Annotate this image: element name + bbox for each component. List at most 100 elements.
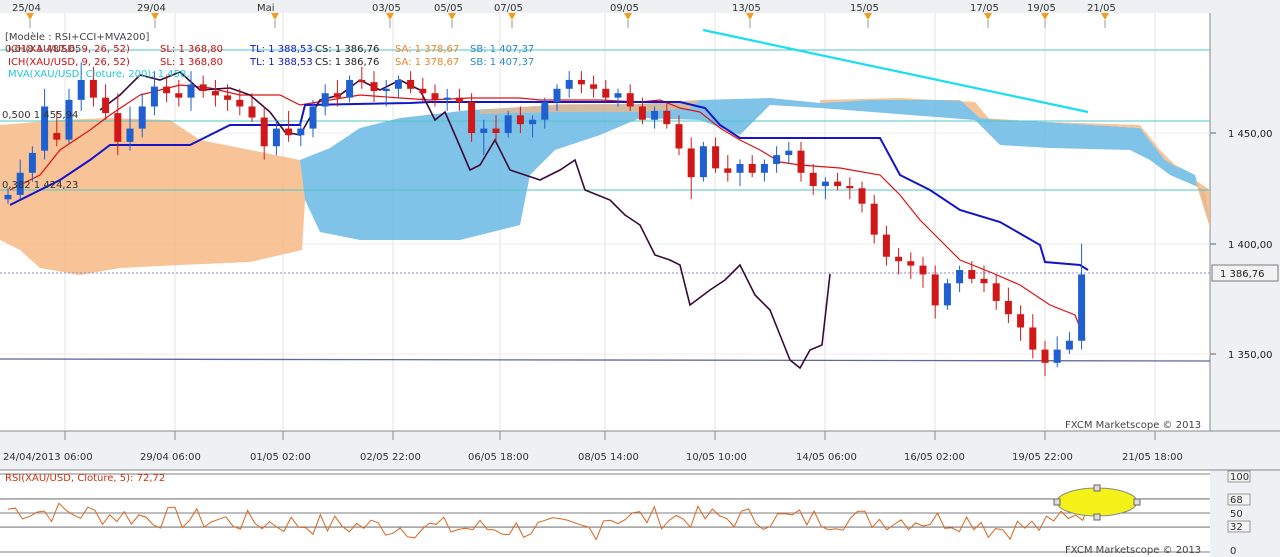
candle-76 xyxy=(931,265,939,319)
candle-body-60 xyxy=(736,163,744,173)
top-date-marker-6 xyxy=(624,13,632,20)
candle-42 xyxy=(516,106,524,133)
candle-body-73 xyxy=(895,256,903,262)
candle-body-80 xyxy=(980,278,988,284)
candle-body-72 xyxy=(882,234,890,257)
top-date-marker-4 xyxy=(448,13,456,20)
chikou-line xyxy=(99,71,831,370)
cloud-blue xyxy=(300,98,1210,240)
price-tick-1350: 1 350,00 xyxy=(1228,350,1273,361)
candle-body-30 xyxy=(370,82,378,92)
bottom-date-4: 06/05 18:00 xyxy=(468,452,529,463)
candle-body-70 xyxy=(858,188,866,204)
legend-ich1-sb: SB: 1 407,37 xyxy=(470,44,534,55)
candle-body-19 xyxy=(236,99,244,107)
ellipse-handle-right[interactable] xyxy=(1133,498,1141,506)
candle-body-47 xyxy=(577,79,585,85)
candle-21 xyxy=(260,106,268,160)
candle-56 xyxy=(687,137,695,200)
candle-83 xyxy=(1017,305,1025,341)
bottom-date-8: 16/05 02:00 xyxy=(904,452,965,463)
candle-body-11 xyxy=(138,106,146,129)
candle-51 xyxy=(626,84,634,111)
candle-body-37 xyxy=(455,97,463,103)
watermark-rsi: FXCM Marketscope © 2013 xyxy=(1065,545,1201,556)
legend-ich2-sl: SL: 1 368,80 xyxy=(160,57,223,68)
top-date-marker-9 xyxy=(984,13,992,20)
bottom-date-axis: 24/04/2013 06:00 29/04 06:00 01/05 02:00 02… xyxy=(3,431,1183,463)
candle-8 xyxy=(102,84,110,120)
top-date-7: 13/05 xyxy=(732,3,761,14)
candle-23 xyxy=(285,110,293,142)
ellipse-handle-left[interactable] xyxy=(1053,498,1061,506)
candle-body-77 xyxy=(943,283,951,306)
top-date-1: 29/04 xyxy=(137,3,166,14)
candle-2 xyxy=(28,146,36,182)
candle-body-10 xyxy=(126,128,134,142)
fib-label-382: 0,382 1 424,23 xyxy=(2,180,78,191)
candle-body-62 xyxy=(760,163,768,173)
candle-49 xyxy=(602,79,610,103)
candle-57 xyxy=(699,141,707,182)
rsi-tick-50: 50 xyxy=(1230,509,1243,520)
candle-16 xyxy=(199,75,207,98)
candle-5 xyxy=(65,88,73,145)
candle-body-52 xyxy=(638,106,646,120)
candle-body-2 xyxy=(28,152,36,173)
bottom-date-2: 01/05 02:00 xyxy=(250,452,311,463)
candle-body-36 xyxy=(443,97,451,100)
top-date-9: 17/05 xyxy=(970,3,999,14)
fib-label-618: 0,618 1 487,65 xyxy=(5,44,81,55)
candle-body-29 xyxy=(358,79,366,83)
candle-body-81 xyxy=(992,283,1000,301)
candle-body-54 xyxy=(663,110,671,125)
candle-body-61 xyxy=(748,163,756,173)
top-date-marker-7 xyxy=(746,13,754,20)
rsi-tick-100: 100 xyxy=(1230,472,1249,483)
candle-body-31 xyxy=(382,88,390,92)
candle-55 xyxy=(675,115,683,156)
candle-body-86 xyxy=(1053,349,1061,363)
candle-74 xyxy=(907,252,915,279)
legend-mva: MVA(XAU/USD, Cloture, 200): 1 458, xyxy=(8,69,190,80)
candle-35 xyxy=(431,84,439,107)
candle-body-17 xyxy=(211,91,219,96)
candle-1 xyxy=(16,159,24,200)
candle-body-75 xyxy=(919,265,927,275)
top-date-3: 03/05 xyxy=(372,3,401,14)
candle-body-76 xyxy=(931,274,939,306)
candle-3 xyxy=(41,88,49,160)
candle-body-4 xyxy=(53,133,61,140)
legend-ich2-sb: SB: 1 407,37 xyxy=(470,57,534,68)
ellipse-handle-bottom[interactable] xyxy=(1093,513,1101,521)
current-price-tag xyxy=(1211,264,1279,282)
candle-body-15 xyxy=(187,84,195,98)
candle-40 xyxy=(492,115,500,142)
rsi-label: RSI(XAU/USD, Cloture, 5): 72,72 xyxy=(5,473,165,484)
candle-86 xyxy=(1053,336,1061,368)
candle-body-0 xyxy=(4,194,12,200)
top-date-10: 19/05 xyxy=(1027,3,1056,14)
candle-80 xyxy=(980,265,988,293)
rsi-line xyxy=(7,495,1091,541)
candle-body-48 xyxy=(590,84,598,89)
candle-body-34 xyxy=(419,88,427,94)
rsi-highlight-ellipse[interactable] xyxy=(1056,487,1138,517)
candle-body-51 xyxy=(626,93,634,107)
candle-27 xyxy=(333,79,341,107)
candle-body-85 xyxy=(1041,349,1049,363)
candle-7 xyxy=(89,66,97,107)
candle-body-28 xyxy=(346,79,354,98)
candle-39 xyxy=(480,119,488,156)
ellipse-handle-top[interactable] xyxy=(1093,484,1101,492)
legend-ich1-name: ICH(XAU/USD, 9, 26, 52) xyxy=(8,44,130,55)
candle-body-59 xyxy=(724,168,732,173)
legend-ich1-sl: SL: 1 368,80 xyxy=(160,44,223,55)
rsi-panel xyxy=(0,470,1210,557)
top-date-6: 09/05 xyxy=(610,3,639,14)
candle-17 xyxy=(211,79,219,107)
candle-body-14 xyxy=(175,93,183,98)
trend-line xyxy=(702,28,1089,114)
candle-63 xyxy=(773,146,781,173)
